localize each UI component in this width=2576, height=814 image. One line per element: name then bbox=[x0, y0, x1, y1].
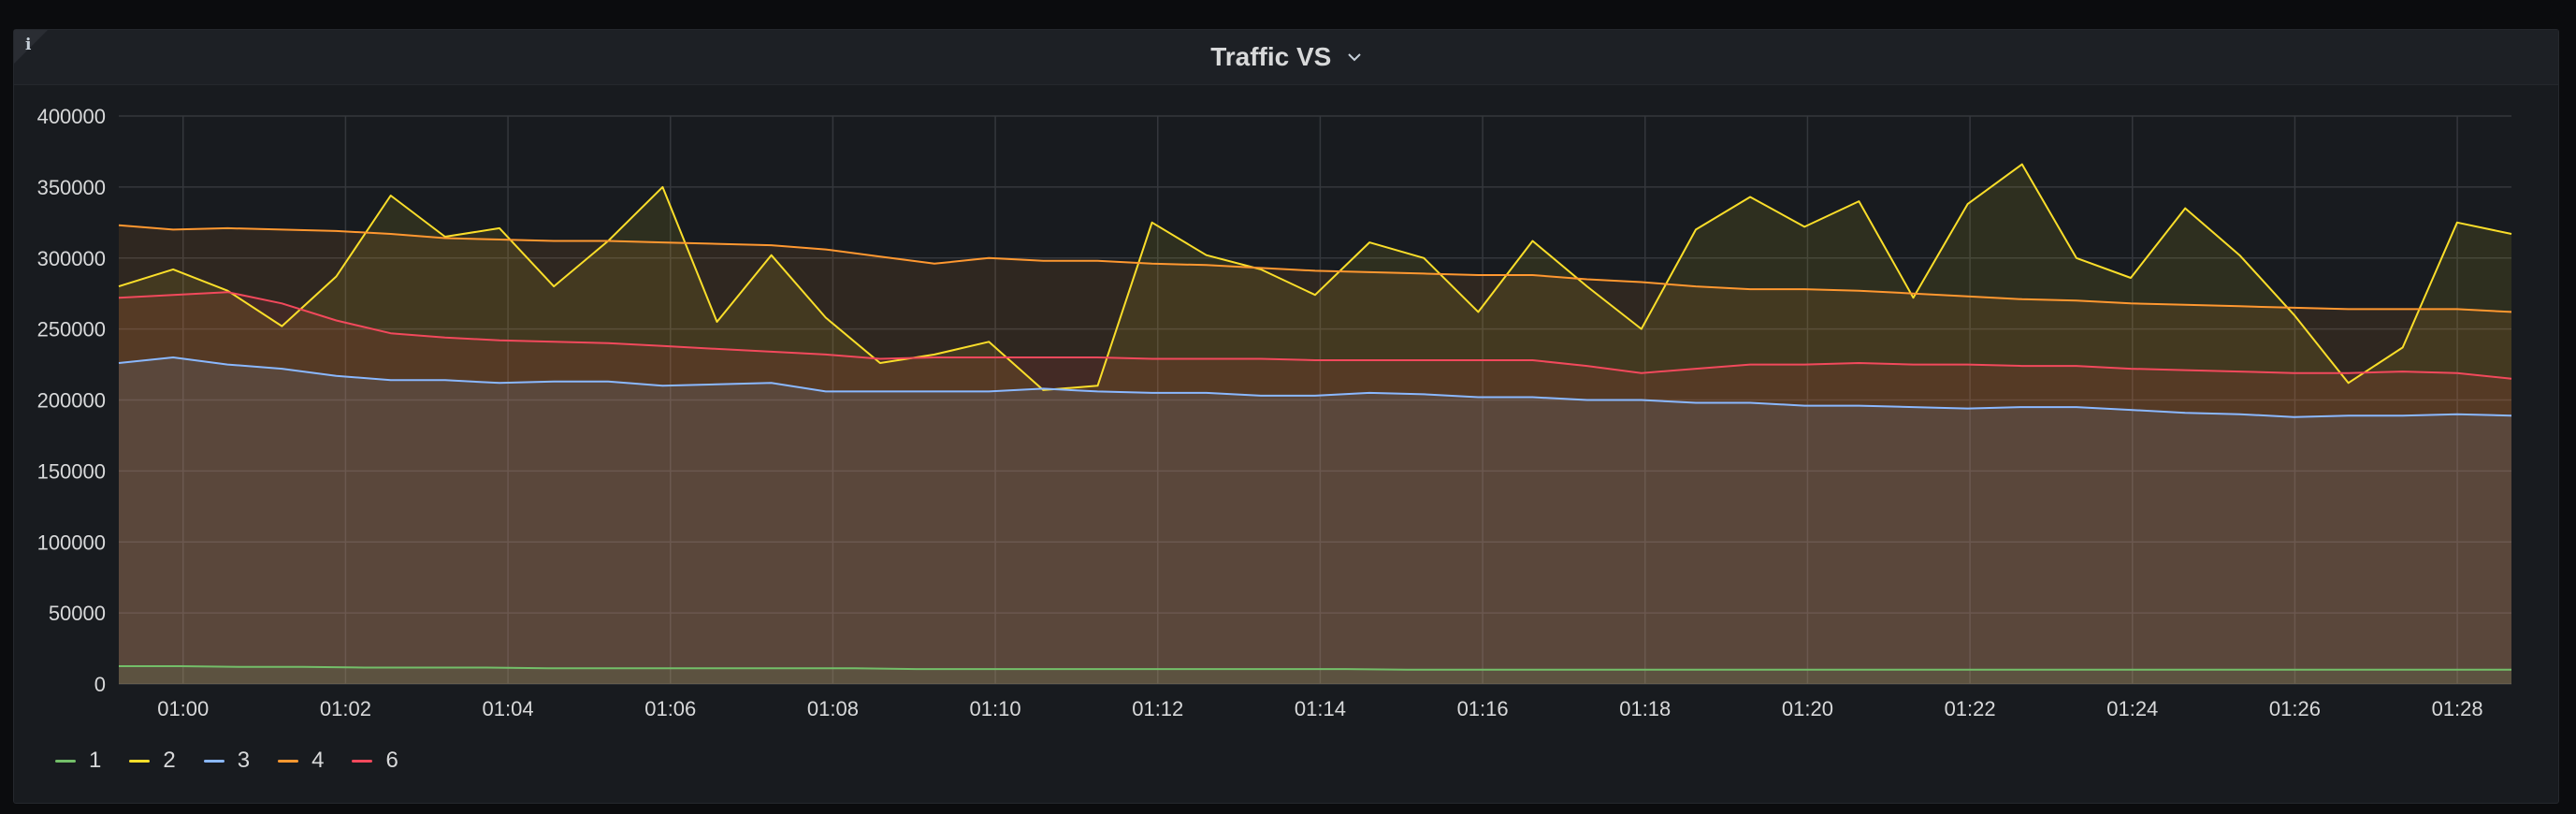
legend-label: 3 bbox=[237, 748, 251, 773]
y-tick-label: 350000 bbox=[37, 176, 106, 199]
x-tick-label: 01:26 bbox=[2269, 697, 2321, 720]
series-areas bbox=[119, 164, 2511, 685]
x-tick-label: 01:10 bbox=[970, 697, 1021, 720]
x-tick-label: 01:02 bbox=[320, 697, 371, 720]
x-tick-label: 01:16 bbox=[1457, 697, 1509, 720]
x-tick-label: 01:06 bbox=[644, 697, 696, 720]
legend-label: 4 bbox=[311, 748, 325, 773]
legend-swatch bbox=[352, 759, 373, 763]
legend-item-6[interactable]: 6 bbox=[352, 748, 398, 774]
series-area-2 bbox=[119, 164, 2511, 685]
series-area-3 bbox=[119, 357, 2511, 684]
x-tick-label: 01:12 bbox=[1132, 697, 1183, 720]
legend-item-1[interactable]: 1 bbox=[55, 748, 101, 774]
legend-swatch bbox=[278, 759, 299, 763]
x-tick-label: 01:14 bbox=[1295, 697, 1346, 720]
y-tick-label: 150000 bbox=[37, 459, 106, 483]
x-tick-label: 01:20 bbox=[1782, 697, 1833, 720]
legend-item-4[interactable]: 4 bbox=[278, 748, 324, 774]
y-axis: 0 50000 100000 150000 200000 250000 300000 3500… bbox=[37, 105, 106, 696]
x-tick-label: 01:22 bbox=[1945, 697, 1996, 720]
grid-lines bbox=[119, 115, 2511, 685]
legend-item-2[interactable]: 2 bbox=[129, 748, 176, 774]
y-tick-label: 250000 bbox=[37, 318, 106, 342]
panel-header: i Traffic VS bbox=[14, 30, 2558, 85]
series-line-1[interactable] bbox=[119, 665, 2511, 671]
info-icon[interactable]: i bbox=[25, 36, 32, 54]
graph-panel: i Traffic VS 0 50000 100000 150000 200000 250… bbox=[13, 29, 2559, 804]
x-tick-label: 01:28 bbox=[2432, 697, 2483, 720]
legend-swatch bbox=[203, 759, 224, 763]
series-line-3[interactable] bbox=[118, 356, 2512, 418]
y-tick-label: 100000 bbox=[37, 531, 106, 554]
x-tick-label: 01:00 bbox=[157, 697, 209, 720]
y-tick-label: 400000 bbox=[37, 105, 106, 128]
panel-title-wrap[interactable]: Traffic VS bbox=[14, 42, 2558, 72]
series-area-4 bbox=[119, 225, 2511, 685]
legend-label: 6 bbox=[385, 748, 398, 773]
legend-label: 1 bbox=[89, 748, 102, 773]
legend-item-3[interactable]: 3 bbox=[203, 748, 251, 774]
chevron-down-icon[interactable] bbox=[1347, 50, 1362, 66]
x-tick-label: 01:08 bbox=[807, 697, 859, 720]
x-axis: 01:00 01:02 01:04 01:06 01:08 01:10 01:12 01:14… bbox=[157, 697, 2482, 720]
panel-title[interactable]: Traffic VS bbox=[1210, 42, 1332, 71]
series-area-6 bbox=[119, 292, 2511, 684]
x-tick-label: 01:04 bbox=[483, 697, 534, 720]
x-tick-label: 01:18 bbox=[1619, 697, 1671, 720]
series-line-4[interactable] bbox=[118, 224, 2512, 313]
series-line-2[interactable] bbox=[118, 163, 2512, 391]
chart-area: 0 50000 100000 150000 200000 250000 300000 3500… bbox=[37, 105, 2512, 720]
y-tick-label: 50000 bbox=[49, 602, 106, 625]
legend: 1 2 3 4 6 bbox=[55, 748, 398, 774]
x-tick-label: 01:24 bbox=[2106, 697, 2158, 720]
legend-swatch bbox=[55, 759, 76, 763]
legend-label: 2 bbox=[163, 748, 176, 773]
series-line-6[interactable] bbox=[118, 291, 2512, 380]
legend-swatch bbox=[129, 759, 151, 763]
series-lines bbox=[118, 163, 2512, 671]
y-tick-label: 200000 bbox=[37, 389, 106, 413]
y-tick-label: 300000 bbox=[37, 247, 106, 270]
y-tick-label: 0 bbox=[94, 673, 106, 696]
